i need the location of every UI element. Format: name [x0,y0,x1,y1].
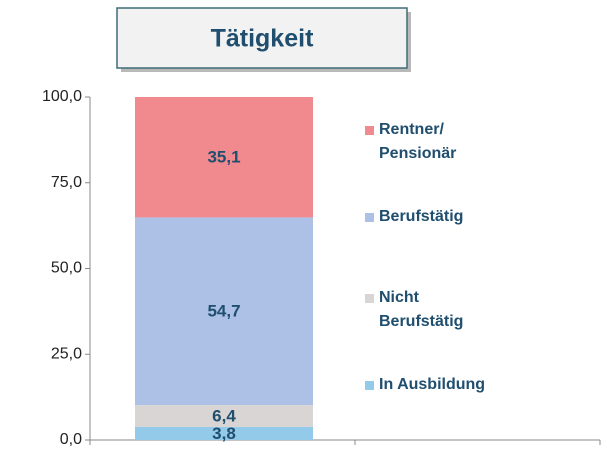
y-tick-label: 100,0 [42,88,82,105]
y-tick-label: 75,0 [51,174,82,191]
bar-segment [135,426,313,440]
legend-label: In Ausbildung [379,376,485,393]
bar-segment [135,405,313,427]
legend-swatch [365,381,374,390]
chart-title: Tätigkeit [211,25,314,53]
legend-label: Nicht Berufstätig [379,289,463,330]
legend-swatch [365,126,374,135]
value-label: 54,7 [207,302,240,321]
value-label: 6,4 [212,406,236,425]
value-label: 3,8 [212,424,236,443]
legend-label: Rentner/Pensionär [379,121,456,162]
legend-swatch [365,213,374,222]
legend-label: Berufstätig [379,208,463,225]
bar-segment [135,217,313,406]
y-tick-label: 50,0 [51,260,82,277]
legend-swatch [365,294,374,303]
y-tick-label: 0,0 [60,431,82,448]
y-tick-label: 25,0 [51,345,82,362]
bar-segment [135,97,313,218]
title-box [116,7,408,69]
value-label: 35,1 [207,148,240,167]
